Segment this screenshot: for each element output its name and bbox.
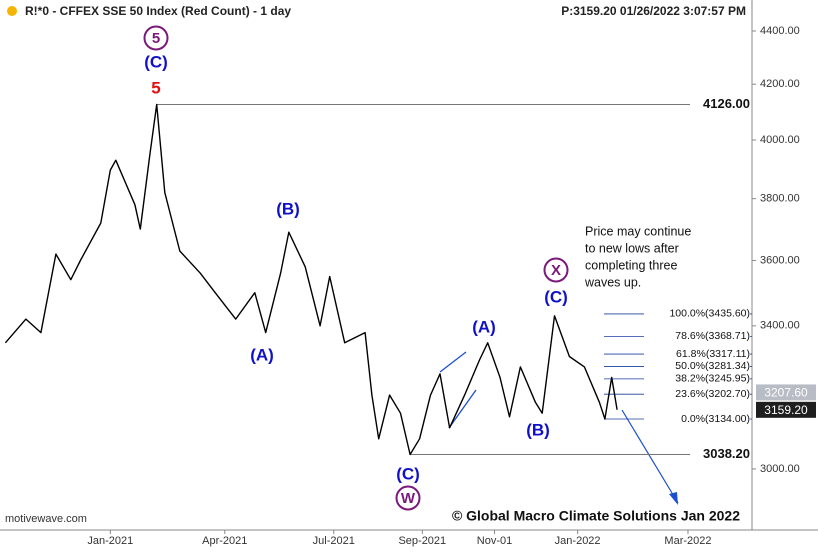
wave-label: (C) — [144, 52, 168, 71]
fib-label: 0.0%(3134.00) — [681, 413, 750, 425]
note: completing three — [585, 258, 677, 272]
wave-label: (C) — [396, 464, 420, 483]
fib-label: 78.6%(3368.71) — [675, 330, 750, 342]
wave-label: W — [401, 490, 416, 507]
x-tick-label: Jan-2022 — [555, 535, 601, 547]
fib-label: 100.0%(3435.60) — [669, 308, 750, 320]
note: waves up. — [584, 275, 641, 289]
fib-label: 23.6%(3202.70) — [675, 388, 750, 400]
fib-label-bg — [644, 372, 750, 385]
fib-label-bg — [644, 360, 750, 373]
chart-title: R!*0 - CFFEX SSE 50 Index (Red Count) - … — [25, 4, 291, 18]
price-line — [4, 103, 618, 456]
y-tick-label: 3600.00 — [760, 254, 800, 266]
price-header: P:3159.20 01/26/2022 3:07:57 PM — [561, 4, 746, 18]
level-label: 4126.00 — [703, 96, 750, 111]
x-tick-label: Sep-2021 — [398, 535, 446, 547]
fib-label: 38.2%(3245.95) — [675, 373, 750, 385]
status-dot — [7, 6, 17, 16]
fib-label-bg — [644, 412, 750, 425]
level-label: 3038.20 — [703, 446, 750, 461]
price-tag — [756, 384, 816, 401]
x-tick-label: Jan-2021 — [87, 535, 133, 547]
note: to new lows after — [585, 241, 679, 255]
wave-label: X — [551, 262, 561, 279]
x-tick-label: Jul-2021 — [313, 535, 355, 547]
x-tick-label: Nov-01 — [477, 535, 512, 547]
x-tick-label: Mar-2022 — [664, 535, 711, 547]
wave-label: (B) — [526, 420, 550, 439]
y-tick-label: 3400.00 — [760, 320, 800, 332]
fib-label: 61.8%(3317.11) — [676, 348, 750, 360]
wave-circle — [543, 257, 569, 283]
wave-label: 5 — [152, 30, 160, 47]
wave-label: (A) — [250, 345, 274, 364]
fib-label-bg — [644, 330, 750, 343]
price-tag — [756, 401, 816, 418]
wave-label: (B) — [276, 199, 300, 218]
wave-label: 5 — [151, 78, 160, 97]
wave-label: (A) — [472, 317, 496, 336]
arrow-head — [669, 492, 678, 505]
note: Price may continue — [585, 224, 691, 238]
wave-label: (C) — [544, 287, 568, 306]
y-tick-label: 3800.00 — [760, 193, 800, 205]
wave-circle — [395, 485, 421, 511]
fib-label-bg — [644, 307, 750, 320]
y-tick-label: 4400.00 — [760, 25, 800, 37]
y-tick-label: 4200.00 — [760, 78, 800, 90]
footer: © Global Macro Climate Solutions Jan 202… — [452, 508, 740, 524]
watermark: motivewave.com — [5, 513, 87, 525]
y-tick-label: 3000.00 — [760, 463, 800, 475]
price-tag-label: 3207.60 — [764, 386, 808, 400]
fib-label-bg — [644, 388, 750, 401]
wave-circle — [143, 25, 169, 51]
fib-label: 50.0%(3281.34) — [675, 360, 750, 372]
price-tag-label: 3159.20 — [764, 403, 808, 417]
x-tick-label: Apr-2021 — [202, 535, 247, 547]
channel-lines — [439, 351, 477, 429]
y-tick-label: 4000.00 — [760, 134, 800, 146]
fib-label-bg — [644, 348, 750, 361]
projection-arrow — [621, 409, 679, 504]
